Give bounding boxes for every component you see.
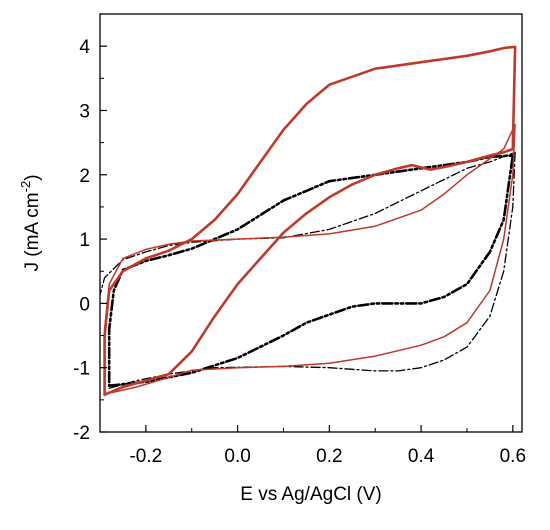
x-axis-title: E vs Ag/AgCl (V) — [240, 484, 382, 505]
x-tick-label: 0.2 — [316, 446, 342, 467]
y-tick-label: 3 — [79, 101, 90, 122]
y-axis-title-main: J (mA cm — [22, 192, 43, 271]
axes-layer: -0.2 0.0 0.2 0.4 0.6 -2 -1 0 1 2 3 4 — [73, 13, 526, 467]
series-layer — [100, 45, 517, 396]
y-tick-label: 1 — [79, 230, 90, 251]
y-tick-label: 4 — [79, 37, 90, 58]
y-tick-label: -2 — [73, 423, 90, 444]
y-axis-title-close: ) — [22, 174, 43, 180]
y-axis-title: J (mA cm-2) — [18, 174, 43, 271]
series-curve-2 — [107, 154, 515, 387]
x-tick-label: -0.2 — [129, 446, 162, 467]
x-tick-label: 0.0 — [224, 446, 250, 467]
y-tick-label: -1 — [73, 359, 90, 380]
y-tick-label: 2 — [79, 166, 90, 187]
series-curve-3 — [103, 123, 516, 395]
x-tick-label: 0.6 — [500, 446, 526, 467]
x-tick-label: 0.4 — [408, 446, 435, 467]
y-axis-title-superscript: -2 — [18, 181, 33, 193]
y-tick-label: 0 — [79, 294, 90, 315]
plot-frame — [99, 13, 523, 433]
series-curve-1 — [100, 151, 516, 389]
series-curve-4 — [103, 45, 517, 396]
